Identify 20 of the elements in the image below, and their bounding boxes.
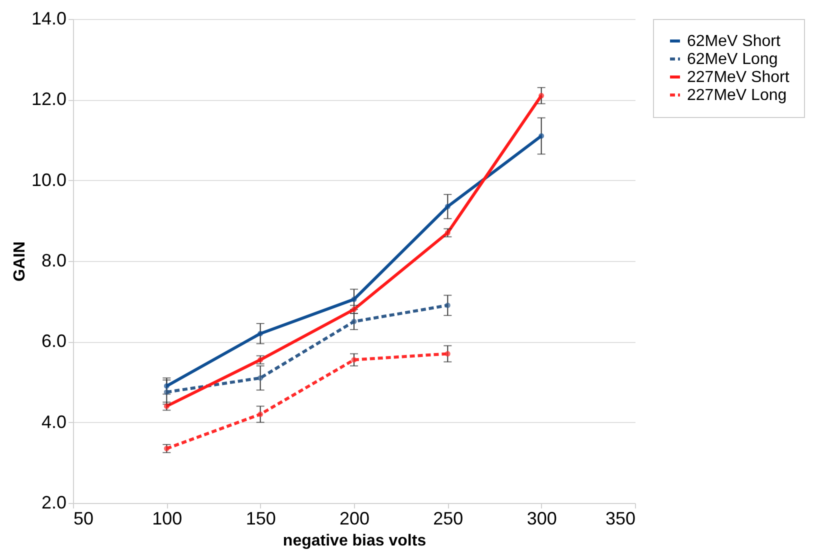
y-tick-label: 14.0 <box>31 8 66 28</box>
x-tick-label: 200 <box>339 508 370 528</box>
y-tick-label: 10.0 <box>31 170 66 190</box>
y-tick-label: 2.0 <box>41 492 66 512</box>
x-tick-label: 100 <box>152 508 182 528</box>
x-tick-label: 50 <box>74 508 94 528</box>
x-axis-title: negative bias volts <box>282 532 426 550</box>
legend-label: 227MeV Short <box>687 69 790 86</box>
x-tick-label: 350 <box>605 508 636 528</box>
legend-label: 62MeV Long <box>687 51 778 68</box>
legend-label: 62MeV Short <box>687 33 781 50</box>
legend-label: 227MeV Long <box>687 87 787 104</box>
y-tick-label: 8.0 <box>41 250 66 270</box>
y-tick-label: 4.0 <box>41 412 66 432</box>
x-tick-label: 150 <box>246 508 276 528</box>
x-tick-label: 250 <box>433 508 464 528</box>
x-tick-label: 300 <box>526 508 557 528</box>
y-tick-label: 6.0 <box>41 331 66 352</box>
y-axis-title: GAIN <box>11 242 28 282</box>
y-tick-label: 12.0 <box>31 89 66 110</box>
